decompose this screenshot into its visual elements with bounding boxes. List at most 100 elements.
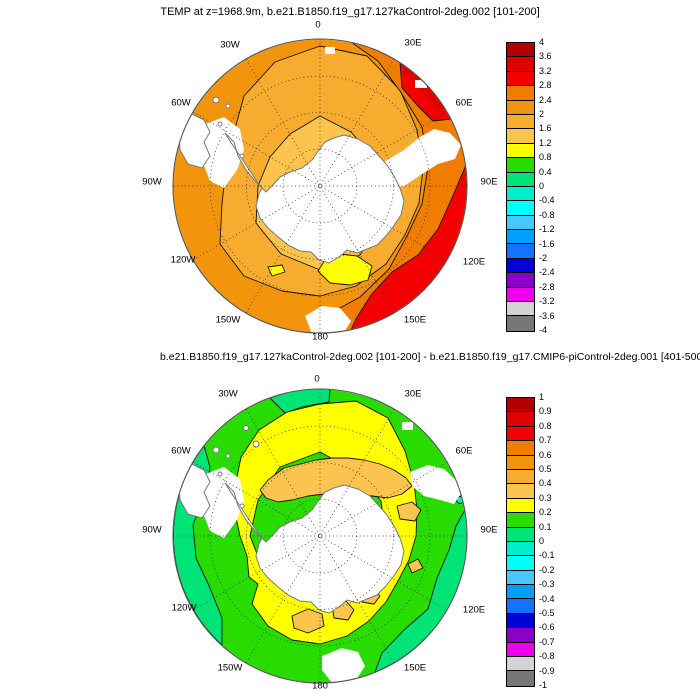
top-cbar-tick: 0.8 xyxy=(539,152,552,163)
top-lon-label-30w: 30W xyxy=(220,39,240,51)
colorbar-box xyxy=(507,258,534,274)
top-cbar-tick: -0.8 xyxy=(539,209,555,220)
bottom-cbar-tick: -0.6 xyxy=(539,622,555,633)
bottom-cbar-tick: -0.8 xyxy=(539,651,555,662)
bottom-cbar-tick: 0.7 xyxy=(539,435,552,446)
colorbar-box xyxy=(507,657,534,672)
colorbar-box xyxy=(507,143,534,159)
top-cbar-tick: -4 xyxy=(539,325,548,335)
bottom-cbar-tick: 0 xyxy=(539,536,545,546)
top-cbar-tick: 0.4 xyxy=(539,166,552,177)
bottom-lon-label-150w: 150W xyxy=(217,662,243,674)
colorbar-box xyxy=(507,86,534,101)
colorbar-box xyxy=(507,599,534,614)
colorbar-box xyxy=(507,570,534,586)
colorbar-box xyxy=(507,513,534,528)
top-plot-title: TEMP at z=1968.9m, b.e21.B1850.f19_g17.1… xyxy=(160,6,540,18)
top-cbar-tick: 4 xyxy=(539,37,545,47)
top-cbar-tick: 3.6 xyxy=(539,51,552,62)
colorbar-box xyxy=(507,398,534,413)
bottom-lon-label-120w: 120W xyxy=(171,602,197,614)
map-rim xyxy=(172,388,468,684)
region-gt3.2-dark-red-fringe xyxy=(402,67,445,112)
colorbar-box xyxy=(507,57,534,72)
colorbar-box xyxy=(507,469,534,485)
top-lon-label-0: 0 xyxy=(315,19,321,31)
bottom-cbar-tick: -0.2 xyxy=(539,564,555,575)
bottom-cbar-tick: -0.1 xyxy=(539,550,555,561)
colorbar-box xyxy=(507,215,534,231)
colorbar-box xyxy=(507,302,534,317)
bottom-cbar-tick: -1 xyxy=(539,680,548,690)
top-cbar-tick: -2 xyxy=(539,253,548,263)
top-cbar-tick: -1.6 xyxy=(539,238,555,249)
region-0.8-1.2-yellow-small xyxy=(267,264,286,277)
top-lon-label-90w: 90W xyxy=(142,176,162,188)
colorbar-box xyxy=(507,316,534,331)
bottom-lon-label-30e: 30E xyxy=(404,388,422,400)
top-lon-label-120e: 120E xyxy=(462,256,486,268)
colorbar-box xyxy=(507,484,534,499)
bottom-lon-label-90e: 90E xyxy=(480,524,498,536)
top-cbar-tick: 1.2 xyxy=(539,137,552,148)
colorbar-box xyxy=(507,426,534,442)
bottom-cbar-tick: 0.4 xyxy=(539,478,552,489)
colorbar-box xyxy=(507,541,534,557)
bottom-cbar-tick: 0.8 xyxy=(539,420,552,431)
bottom-cbar-tick: 1 xyxy=(539,392,545,402)
top-cbar-tick: 2 xyxy=(539,109,545,119)
bottom-cbar-tick: 0.1 xyxy=(539,521,552,532)
bottom-lon-label-30w: 30W xyxy=(218,388,238,400)
colorbar-box xyxy=(507,412,534,427)
top-lon-label-90e: 90E xyxy=(480,176,498,188)
top-lon-label-30e: 30E xyxy=(404,37,422,49)
bottom-lon-label-180: 180 xyxy=(312,680,328,692)
colorbar-box xyxy=(507,230,534,245)
colorbar-box xyxy=(507,628,534,643)
bottom-lon-label-60e: 60E xyxy=(455,445,473,457)
colorbar-box xyxy=(507,273,534,288)
colorbar-box xyxy=(507,172,534,187)
colorbar-box xyxy=(507,71,534,87)
islands-nw xyxy=(243,425,260,448)
colorbar-box xyxy=(507,585,534,600)
colorbar-box xyxy=(507,158,534,173)
top-lon-label-60w: 60W xyxy=(171,97,191,109)
colorbar-box xyxy=(507,455,534,470)
top-cbar-tick: -2.8 xyxy=(539,281,555,292)
colorbar-box xyxy=(507,441,534,456)
bottom-lon-label-120e: 120E xyxy=(462,604,486,616)
bottom-cbar-tick: 0.9 xyxy=(539,406,552,417)
top-map-fills xyxy=(173,39,467,333)
bottom-cbar-tick: -0.7 xyxy=(539,636,555,647)
bottom-cbar-tick: 0.6 xyxy=(539,449,552,460)
top-cbar-tick: 0 xyxy=(539,181,545,191)
colorbar-box xyxy=(507,100,534,115)
top-cbar-tick: 2.8 xyxy=(539,80,552,91)
top-lon-label-150w: 150W xyxy=(215,314,241,326)
bottom-plot-title: b.e21.B1850.f19_g17.127kaControl-2deg.00… xyxy=(160,351,700,363)
bottom-cbar-tick: -0.3 xyxy=(539,579,555,590)
bottom-map-polar-plot xyxy=(172,388,468,684)
bottom-cbar-tick: 0.5 xyxy=(539,464,552,474)
bottom-cbar-tick: -0.4 xyxy=(539,593,555,604)
top-colorbar xyxy=(506,42,535,332)
bottom-lon-label-0: 0 xyxy=(314,373,320,385)
colorbar-box xyxy=(507,613,534,629)
top-lon-label-150e: 150E xyxy=(403,314,427,326)
colorbar-box xyxy=(507,43,534,58)
bottom-cbar-tick: -0.9 xyxy=(539,665,555,676)
colorbar-box xyxy=(507,527,534,542)
top-cbar-tick: -3.2 xyxy=(539,296,555,307)
colorbar-box xyxy=(507,671,534,686)
top-cbar-tick: -0.4 xyxy=(539,195,555,206)
colorbar-box xyxy=(507,287,534,303)
top-cbar-tick: 1.6 xyxy=(539,123,552,134)
top-cbar-tick: -3.6 xyxy=(539,310,555,321)
top-cbar-tick: 2.4 xyxy=(539,94,552,105)
map-rim xyxy=(172,38,468,334)
bottom-colorbar xyxy=(506,397,535,687)
top-lon-label-60e: 60E xyxy=(455,97,473,109)
colorbar-box xyxy=(507,556,534,571)
